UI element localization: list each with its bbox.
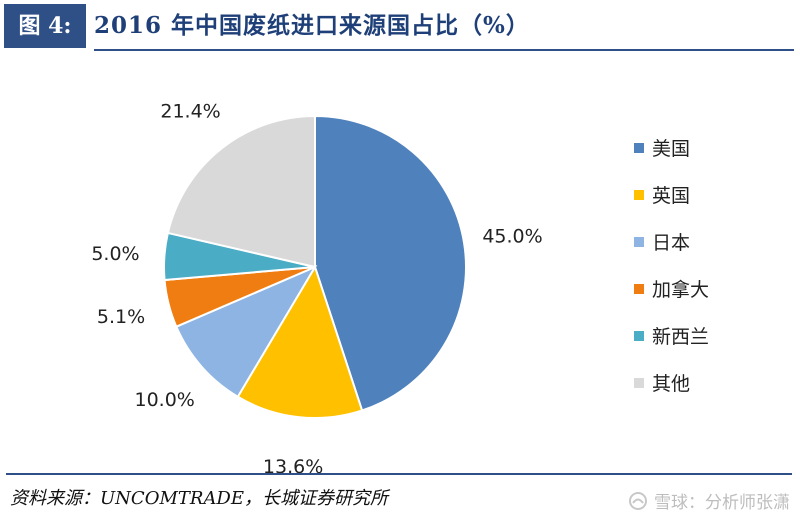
legend-label: 美国 bbox=[652, 138, 691, 160]
watermark-text: 雪球：分析师张潇 bbox=[654, 493, 790, 513]
chart-title: 2016 年中国废纸进口来源国占比（%） bbox=[94, 12, 530, 39]
legend-item-4: 加拿大 bbox=[634, 265, 784, 312]
legend-swatch bbox=[634, 283, 644, 294]
legend-item-1: 美国 bbox=[634, 124, 784, 171]
legend-swatch bbox=[634, 377, 644, 388]
watermark: 雪球：分析师张潇 bbox=[628, 488, 790, 513]
bottom-rule bbox=[6, 473, 792, 475]
slice-3 bbox=[174, 264, 318, 399]
slice-1 bbox=[314, 114, 467, 412]
legend-item-2: 英国 bbox=[634, 171, 784, 218]
legend-swatch bbox=[634, 142, 644, 153]
legend-label: 加拿大 bbox=[652, 279, 710, 301]
legend-item-5: 新西兰 bbox=[634, 312, 784, 359]
slice-6 bbox=[166, 114, 316, 269]
snowball-logo-icon bbox=[629, 491, 647, 510]
title-rule bbox=[94, 49, 794, 51]
legend-swatch bbox=[634, 330, 644, 341]
slice-1-data-label: 45.0% bbox=[482, 225, 542, 247]
legend-label: 日本 bbox=[652, 232, 691, 254]
figure-tag: 图 4: bbox=[4, 4, 86, 48]
pie-data-labels: 45.0% 13.6% 10.0% 5.1% 5.0% 21.4% bbox=[91, 100, 542, 477]
slice-6-data-label: 21.4% bbox=[160, 100, 220, 122]
legend-label: 其他 bbox=[652, 373, 691, 395]
slice-5-data-label: 5.0% bbox=[91, 243, 139, 265]
legend-swatch bbox=[634, 236, 644, 247]
slice-2 bbox=[236, 264, 364, 419]
legend-label: 英国 bbox=[652, 185, 691, 207]
legend-item-6: 其他 bbox=[634, 359, 784, 406]
slice-4-data-label: 5.1% bbox=[97, 306, 145, 328]
legend-item-3: 日本 bbox=[634, 218, 784, 265]
legend-label: 新西兰 bbox=[652, 326, 710, 348]
pie-slices bbox=[163, 114, 467, 419]
slice-3-data-label: 10.0% bbox=[134, 389, 194, 411]
source-note: 资料来源：UNCOMTRADE，长城证券研究所 bbox=[10, 488, 389, 509]
chart-legend: 美国英国日本加拿大新西兰其他 bbox=[634, 124, 784, 406]
legend-swatch bbox=[634, 189, 644, 200]
slice-2-data-label: 13.6% bbox=[263, 456, 323, 478]
figure-header: 图 4: 2016 年中国废纸进口来源国占比（%） bbox=[4, 4, 796, 51]
